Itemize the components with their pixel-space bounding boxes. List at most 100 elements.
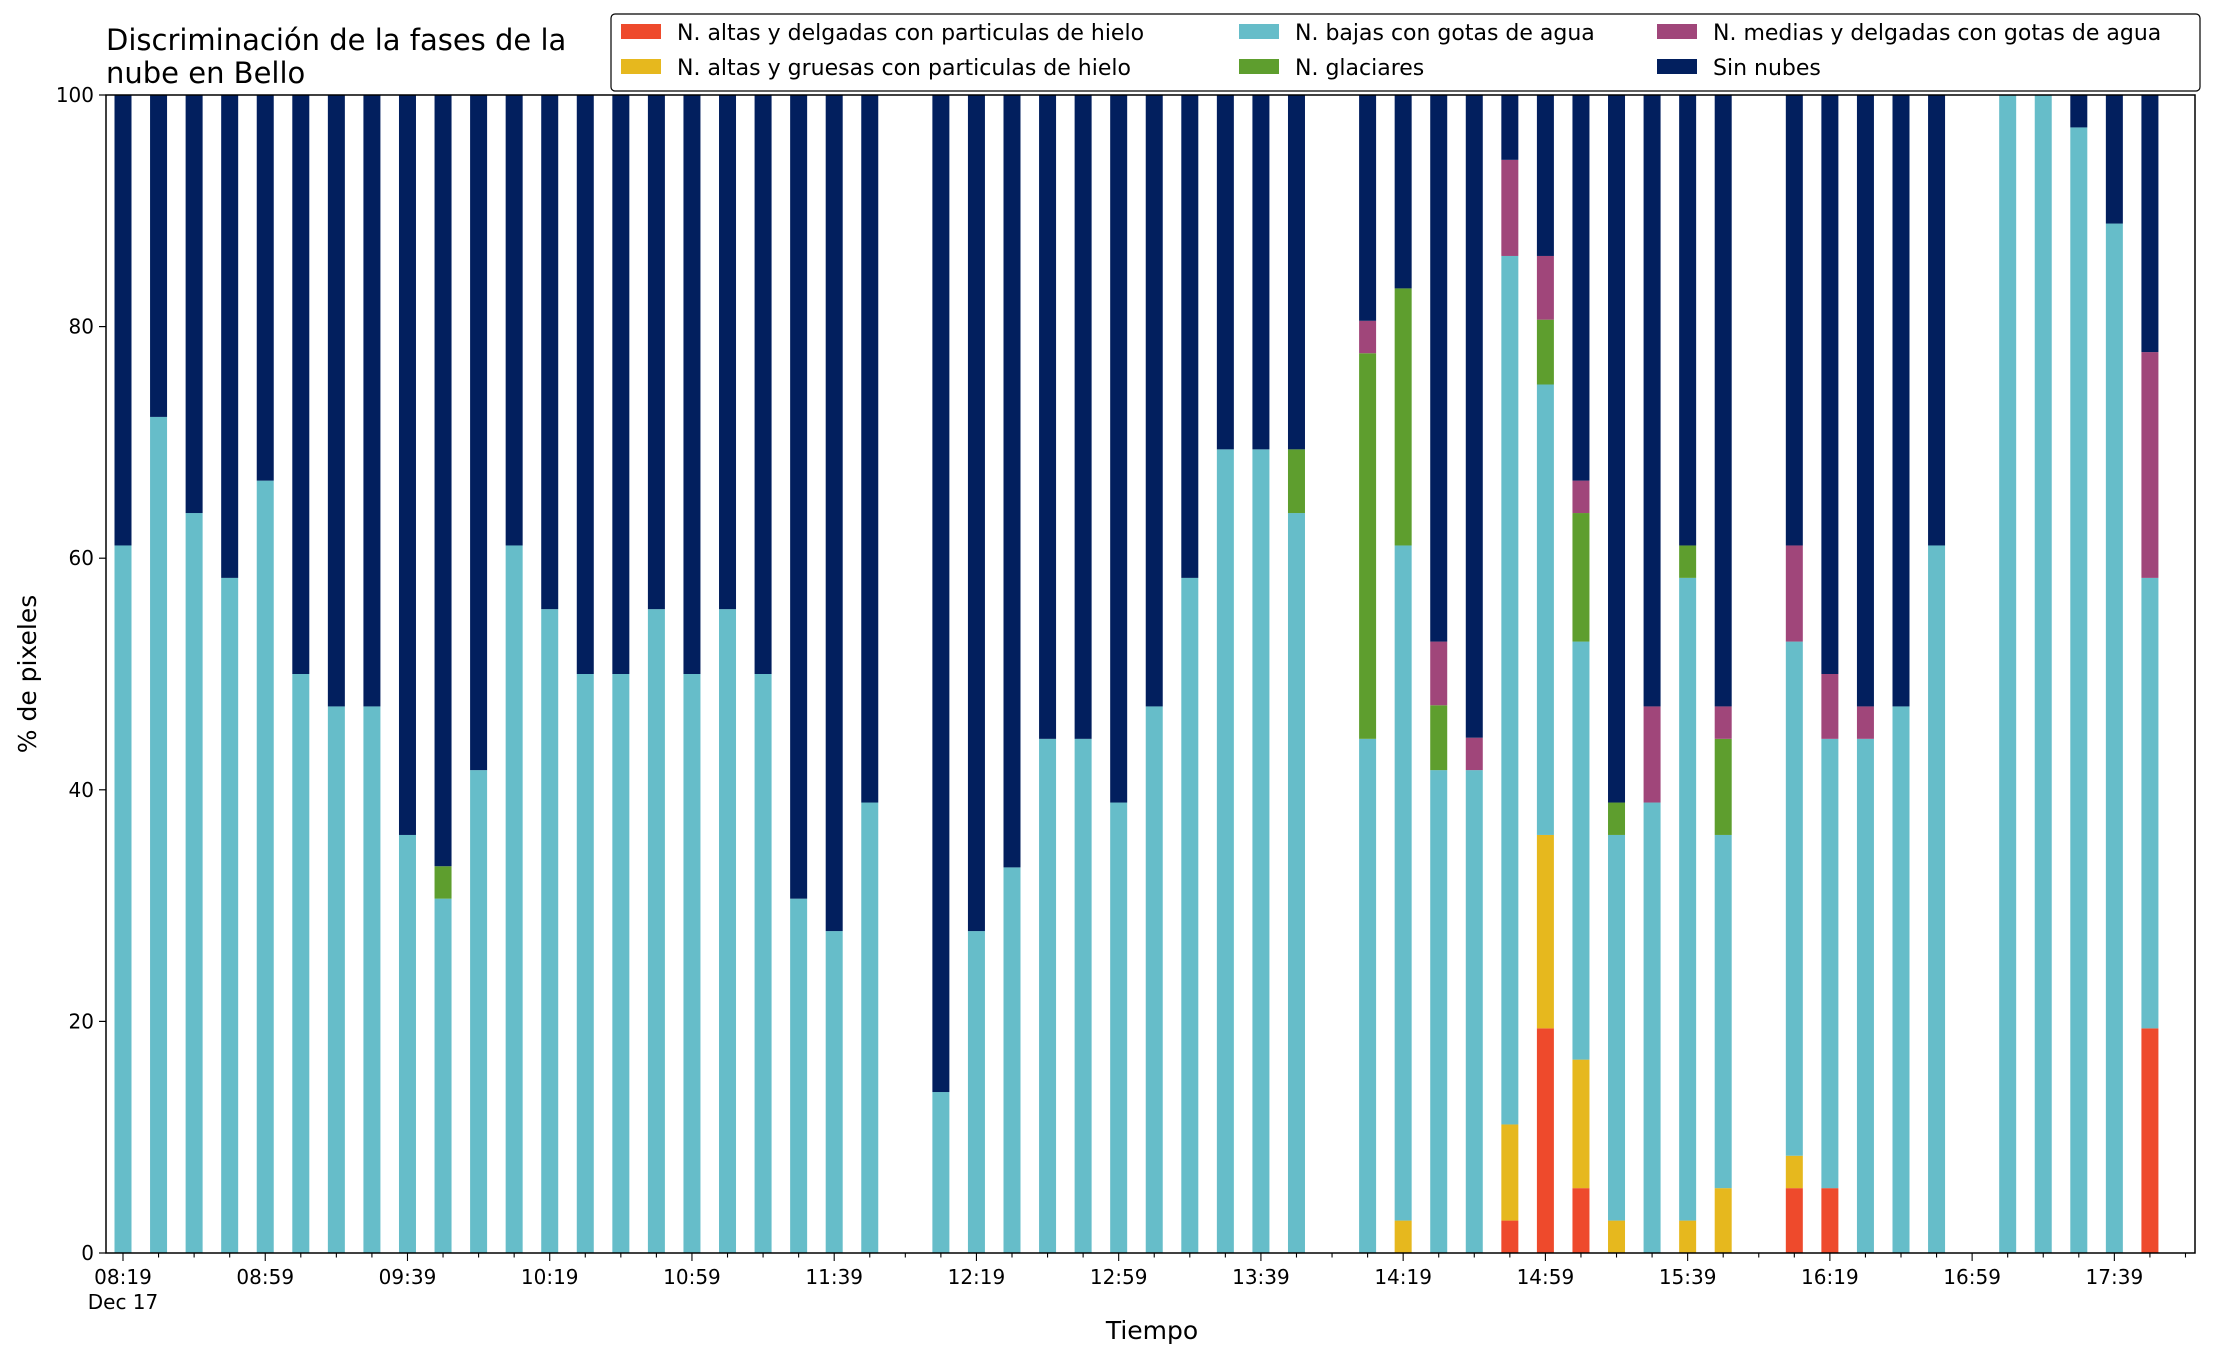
bar-segment xyxy=(1359,320,1377,354)
x-tick-label: 12:19 xyxy=(948,1265,1006,1289)
bar-segment xyxy=(967,931,985,1253)
bar-segment xyxy=(576,95,594,674)
bar-segment xyxy=(1892,706,1910,1253)
bar-segment xyxy=(292,674,310,1253)
bar-segment xyxy=(541,95,559,610)
bar-segment xyxy=(1394,288,1412,546)
bar-segment xyxy=(1074,95,1092,739)
bar-segment xyxy=(1039,738,1057,1253)
bar-segment xyxy=(1359,95,1377,321)
bar-segment xyxy=(1252,95,1270,450)
bar-segment xyxy=(1465,770,1483,1253)
bar-segment xyxy=(1679,577,1697,1221)
y-tick-label: 0 xyxy=(81,1241,94,1265)
bar-segment xyxy=(2034,95,2052,1253)
bar-segment xyxy=(1785,1155,1803,1189)
legend: N. altas y delgadas con particulas de hi… xyxy=(610,13,2201,92)
bar-segment xyxy=(292,95,310,674)
chart-title-line-1: Discriminación de la fases de la xyxy=(106,23,566,57)
bar-segment xyxy=(1287,513,1305,1253)
legend-label: N. medias y delgadas con gotas de agua xyxy=(1713,21,2161,46)
bar-segment xyxy=(1572,1059,1590,1189)
bar-segment xyxy=(2141,577,2159,1029)
bar-segment xyxy=(1003,95,1021,868)
bar-segment xyxy=(647,95,665,610)
y-axis: 0 20 40 60 80 100 xyxy=(56,83,106,1265)
bar-segment xyxy=(1110,802,1128,1253)
bar-segment xyxy=(1572,1188,1590,1253)
bar-segment xyxy=(1359,738,1377,1253)
bar-segment xyxy=(612,95,630,674)
bar-segment xyxy=(1359,353,1377,739)
bar-segment xyxy=(1110,95,1128,803)
bar-segment xyxy=(363,706,381,1253)
bar-segment xyxy=(683,95,701,674)
bar-segment xyxy=(1714,706,1732,739)
bar-segment xyxy=(719,95,737,610)
bar-segment xyxy=(1643,802,1661,1253)
bar-segment xyxy=(185,513,203,1253)
y-tick-label: 40 xyxy=(69,778,94,802)
bar-segment xyxy=(221,577,239,1253)
x-tick-label: 09:39 xyxy=(379,1265,437,1289)
bar-segment xyxy=(825,931,843,1253)
bar-segment xyxy=(932,95,950,1093)
bar-segment xyxy=(1430,641,1448,706)
legend-label: N. bajas con gotas de agua xyxy=(1295,21,1595,46)
legend-frame xyxy=(610,13,2201,92)
bar-segment xyxy=(1608,95,1626,803)
bar-segment xyxy=(754,674,772,1253)
bars-group xyxy=(114,95,2159,1254)
bar-segment xyxy=(1892,95,1910,707)
bar-segment xyxy=(1785,1188,1803,1253)
bar-segment xyxy=(790,95,808,899)
bar-segment xyxy=(327,95,345,707)
bar-segment xyxy=(825,95,843,932)
y-tick-label: 60 xyxy=(69,546,94,570)
bar-segment xyxy=(754,95,772,674)
bar-segment xyxy=(150,416,168,1253)
bar-segment xyxy=(1572,480,1590,514)
bar-segment xyxy=(434,898,452,1253)
bar-segment xyxy=(1003,867,1021,1253)
bar-segment xyxy=(505,545,523,1253)
x-tick-label: 10:19 xyxy=(521,1265,579,1289)
bar-segment xyxy=(1430,95,1448,642)
bar-segment xyxy=(1430,770,1448,1253)
bar-segment xyxy=(1785,95,1803,546)
x-tick-label: 11:39 xyxy=(805,1265,863,1289)
bar-segment xyxy=(1643,706,1661,803)
bar-segment xyxy=(1465,95,1483,738)
bar-segment xyxy=(1679,95,1697,546)
bar-segment xyxy=(434,95,452,867)
x-tick-label: 08:59 xyxy=(236,1265,294,1289)
bar-segment xyxy=(1643,95,1661,707)
bar-segment xyxy=(1465,737,1483,771)
bar-segment xyxy=(647,609,665,1253)
legend-label: N. glaciares xyxy=(1295,56,1424,81)
bar-segment xyxy=(967,95,985,932)
bar-segment xyxy=(790,898,808,1253)
legend-swatch xyxy=(1657,24,1697,39)
bar-segment xyxy=(932,1092,950,1253)
bar-segment xyxy=(1679,1220,1697,1253)
bar-segment xyxy=(1856,95,1874,707)
bar-segment xyxy=(861,802,879,1253)
x-tick-label: 14:19 xyxy=(1374,1265,1432,1289)
bar-segment xyxy=(398,834,416,1253)
bar-segment xyxy=(1536,95,1554,256)
bar-segment xyxy=(1216,95,1234,450)
bar-segment xyxy=(505,95,523,546)
legend-swatch xyxy=(1239,59,1279,74)
bar-segment xyxy=(541,609,559,1253)
bar-segment xyxy=(1394,545,1412,1221)
bar-segment xyxy=(719,609,737,1253)
bar-segment xyxy=(1785,545,1803,642)
bar-segment xyxy=(1145,95,1163,707)
bar-segment xyxy=(2141,1028,2159,1253)
bar-segment xyxy=(1714,834,1732,1189)
bar-segment xyxy=(1252,449,1270,1254)
bar-segment xyxy=(1714,738,1732,835)
bar-segment xyxy=(1608,834,1626,1221)
bar-segment xyxy=(221,95,239,578)
